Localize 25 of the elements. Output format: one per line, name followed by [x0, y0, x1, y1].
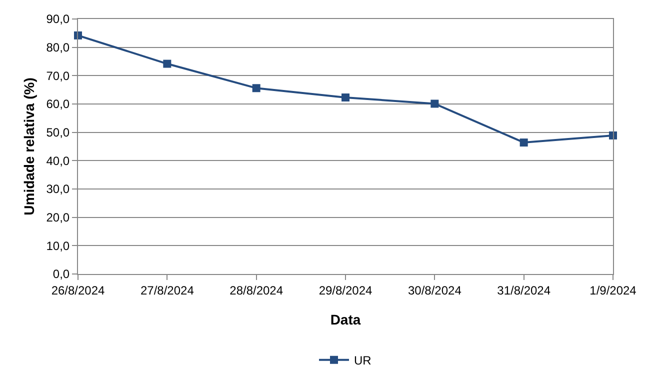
- y-tick-label: 90,0: [46, 12, 70, 26]
- y-tick-label: 50,0: [46, 126, 70, 140]
- x-tick-label: 27/8/2024: [140, 283, 194, 298]
- y-tick-label: 40,0: [46, 154, 70, 168]
- x-tick-label: 26/8/2024: [51, 283, 106, 298]
- x-tick-label: 30/8/2024: [408, 283, 462, 298]
- point: [430, 100, 439, 108]
- y-tick-label: 70,0: [46, 68, 70, 83]
- point: [342, 93, 350, 102]
- y-tick-label: 60,0: [46, 97, 70, 112]
- y-tick-label: 20,0: [46, 210, 70, 225]
- x-tick-label: 29/8/2024: [318, 283, 373, 298]
- x-tick-label: 28/8/2024: [230, 283, 284, 298]
- point: [252, 84, 260, 92]
- x-axis-title: Data: [330, 312, 361, 328]
- y-tick-label: 10,0: [46, 238, 70, 253]
- x-tick-label: 31/8/2024: [497, 283, 551, 298]
- legend-label: UR: [354, 354, 372, 368]
- point: [520, 138, 528, 147]
- y-tick-label: 0,0: [52, 267, 70, 282]
- y-tick-label: 30,0: [46, 182, 70, 196]
- x-tick-label: 1/9/2024: [590, 283, 637, 298]
- y-axis-title: Umidade relativa (%): [20, 78, 37, 216]
- point: [163, 60, 172, 68]
- y-tick-label: 80,0: [46, 40, 70, 55]
